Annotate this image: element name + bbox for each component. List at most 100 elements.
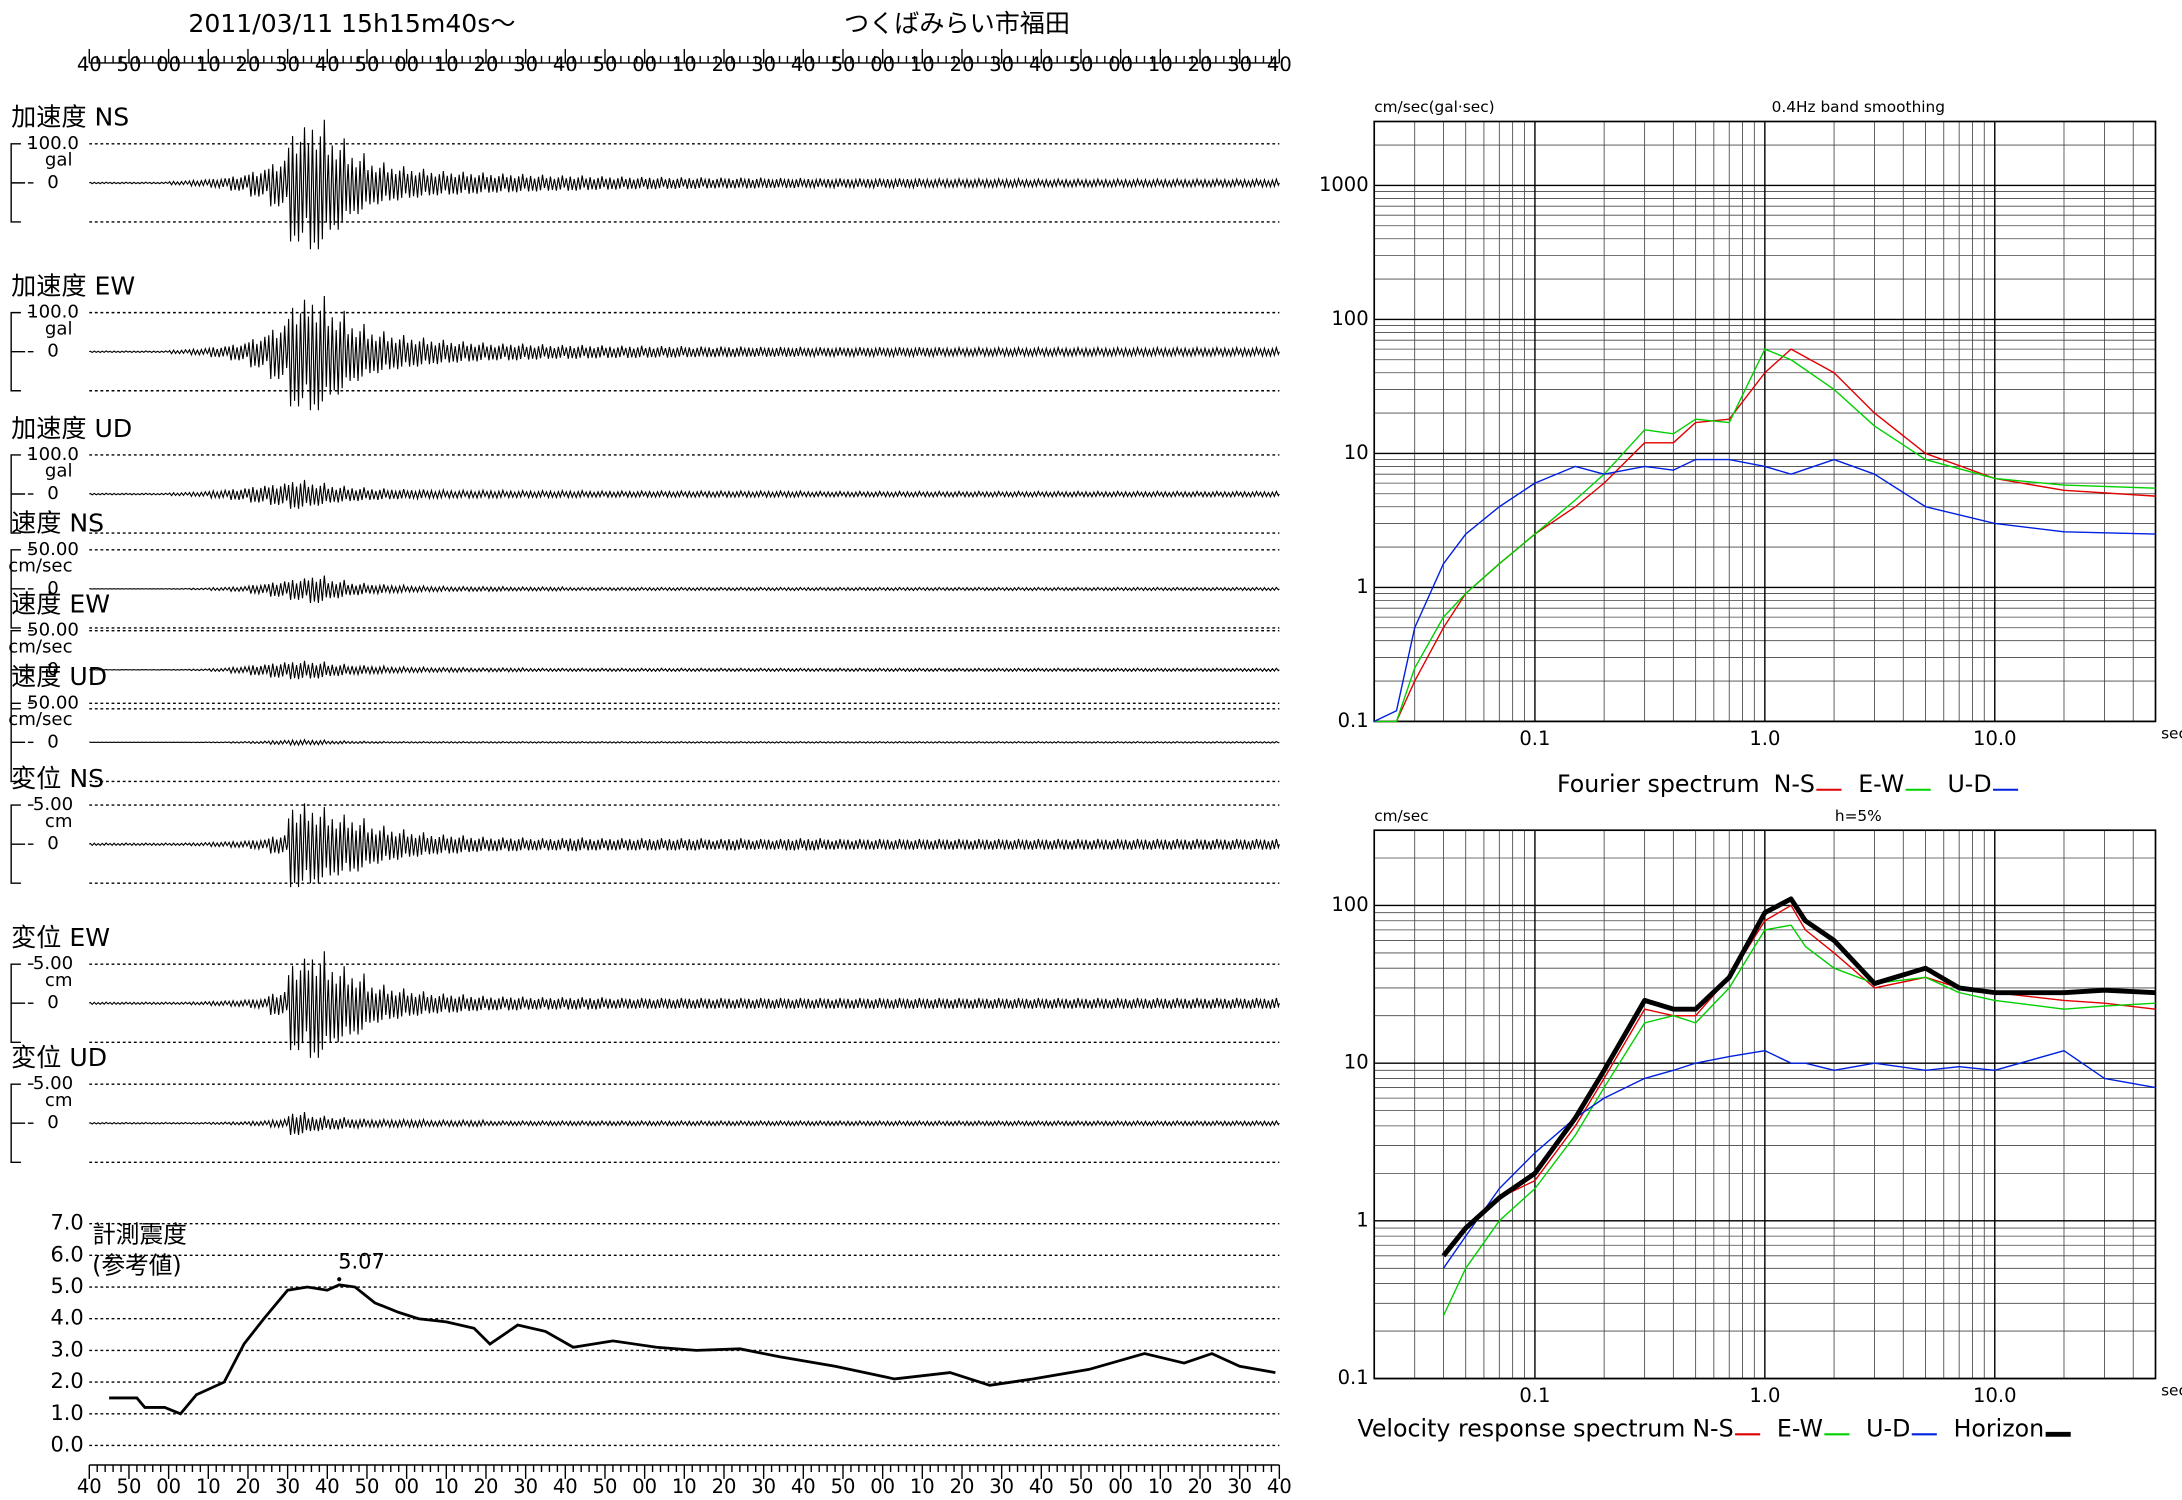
time-tick-label: 20 [950,1475,975,1498]
waveform-segment [1120,177,1142,189]
trace-title: 変位 NS [11,764,104,793]
waveform-segment [1258,345,1280,359]
waveform-segment [564,344,586,359]
waveform-segment [644,838,666,851]
waveform-segment [544,997,566,1010]
waveform-segment [406,832,428,857]
trace-scale-label: 100.0 [27,444,79,465]
waveform-segment [1120,586,1141,592]
waveform-segment [188,1000,209,1006]
waveform-segment [247,838,269,852]
waveform-segment [1199,345,1221,359]
waveform-segment [782,346,804,357]
waveform-segment [426,666,447,674]
time-tick-label: 00 [870,1475,895,1498]
waveform-segment [545,585,566,592]
waveform-segment [565,740,586,744]
waveform-segment [604,838,626,851]
y-tick-label: 1 [1356,575,1368,598]
waveform-segment [862,740,883,744]
waveform-segment [386,988,408,1019]
trace-unit: cm [45,1090,73,1111]
waveform-segment [624,586,646,592]
waveform-segment [227,665,249,675]
x-tick-label: 0.1 [1519,1384,1550,1407]
waveform-segment [1001,667,1022,673]
waveform-segment [128,350,150,354]
waveform-segment [406,740,427,744]
time-tick-label: 40 [791,1475,816,1498]
waveform-segment [1080,667,1102,673]
waveform-segment [723,838,745,851]
time-tick-label: 00 [870,53,895,76]
waveform-segment [1239,838,1261,850]
waveform-segment [941,1119,963,1127]
waveform-segment [188,1121,209,1125]
waveform-segment [1179,489,1201,499]
waveform-segment [981,997,1003,1009]
waveform-segment [306,482,328,506]
waveform-segment [1021,740,1042,744]
waveform-segment [584,345,606,359]
time-tick-label: 40 [77,1475,102,1498]
trace-title: 加速度 EW [11,272,135,301]
waveform-segment [148,1121,169,1125]
waveform-segment [346,740,368,745]
waveform-segment [465,585,487,593]
waveform-segment [247,485,269,503]
waveform-segment [1179,838,1201,850]
waveform-segment [1080,489,1102,499]
waveform-segment [207,667,229,673]
x-tick-label: 1.0 [1749,1384,1780,1407]
waveform-segment [207,586,229,592]
waveform-segment [287,479,309,509]
waveform-segment [465,666,487,673]
waveform-segment [882,489,903,499]
waveform-segment [564,837,586,852]
waveform-segment [723,1119,745,1127]
time-tick-label: 10 [1148,1475,1173,1498]
waveform-segment [783,740,804,744]
waveform-segment [802,667,824,673]
waveform-segment [862,489,884,499]
x-tick-label: 1.0 [1749,727,1780,750]
time-tick-label: 00 [394,53,419,76]
waveform-segment [545,740,566,744]
waveform-segment [921,838,943,850]
waveform-segment [465,995,487,1012]
waveform-segment [267,835,289,854]
waveform-segment [505,996,527,1011]
waveform-segment [901,997,923,1009]
waveform-segment [1219,997,1241,1009]
waveform-segment [902,740,923,744]
waveform-segment [822,489,844,499]
time-tick-label: 20 [236,1475,261,1498]
waveform-segment [148,492,169,496]
waveform-segment [842,586,864,592]
waveform-segment [1120,667,1141,673]
waveform-segment [128,492,150,496]
waveform-segment [1080,838,1102,850]
time-tick-label: 30 [751,53,776,76]
waveform-segment [584,176,606,191]
trace-scale-label: 0 [47,1112,59,1133]
waveform-segment [882,1119,903,1127]
time-tick-label: 00 [156,53,181,76]
time-tick-label: 40 [315,1475,340,1498]
trace-bracket [10,454,26,534]
waveform-segment [683,177,705,189]
waveform-segment [188,841,209,847]
waveform-segment [644,997,666,1009]
waveform-segment [108,1121,130,1125]
waveform-segment [267,992,289,1015]
waveform-segment [1120,1119,1141,1127]
waveform-segment [1219,838,1241,850]
waveform-segment [1159,586,1181,592]
waveform-segment [168,1121,189,1125]
waveform-segment [326,663,348,677]
chart-title: 0.4Hz band smoothing [1772,98,1945,116]
waveform-segment [842,1119,864,1127]
waveform-segment [108,350,130,354]
y-tick-label: 1 [1356,1208,1368,1231]
waveform-segment [425,993,447,1014]
